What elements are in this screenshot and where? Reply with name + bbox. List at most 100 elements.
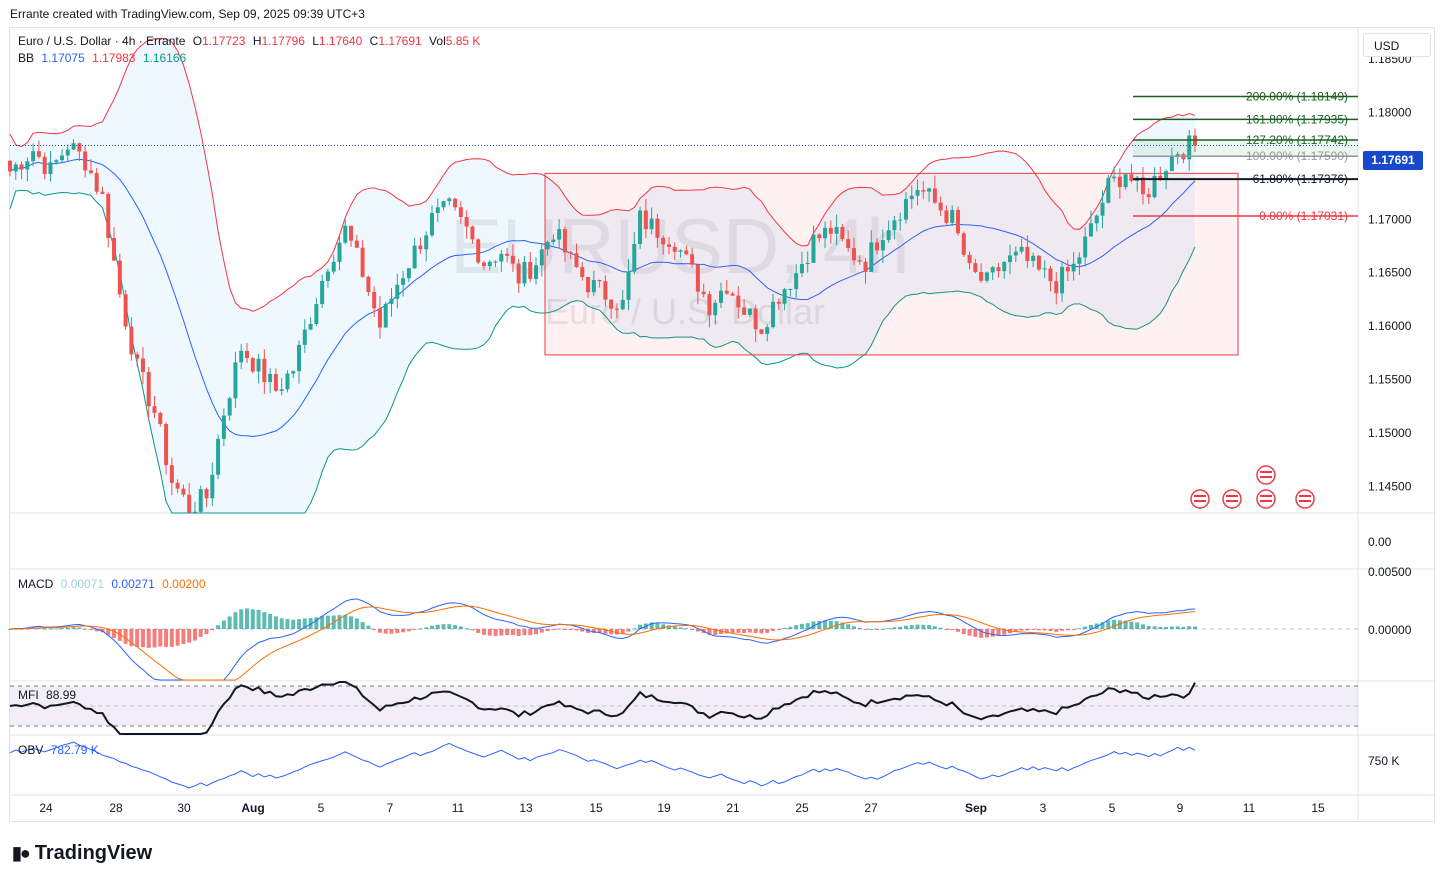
macd-histogram-bar <box>788 626 793 629</box>
macd-histogram-bar <box>869 628 874 630</box>
candle-body <box>782 289 787 304</box>
candle-body <box>36 151 41 157</box>
candle-body <box>586 276 591 293</box>
macd-histogram-bar <box>349 616 354 629</box>
macd-histogram-bar <box>233 612 238 629</box>
currency-selector[interactable]: USD <box>1363 33 1431 57</box>
macd-hist-value: 0.00071 <box>60 577 105 591</box>
symbol-legend[interactable]: Euro / U.S. Dollar · 4h · Errante O1.177… <box>18 34 484 48</box>
candle-body <box>48 162 53 174</box>
macd-histogram-bar <box>308 618 313 629</box>
obv-value: 782.79 K <box>50 743 99 757</box>
macd-histogram-bar <box>291 619 296 629</box>
tradingview-logo[interactable]: ▮● TradingView <box>12 842 152 865</box>
macd-histogram-bar <box>557 628 562 630</box>
candle-body <box>262 358 267 383</box>
candle-body <box>175 482 180 489</box>
candle-body <box>441 201 446 208</box>
candle-body <box>458 207 463 218</box>
macd-histogram-bar <box>1135 622 1140 629</box>
time-tick-label: Sep <box>965 801 987 815</box>
candle-body <box>614 308 619 310</box>
macd-histogram-bar <box>886 628 891 630</box>
us-flag-icon <box>1256 465 1276 485</box>
macd-histogram-bar <box>175 629 180 646</box>
candle-body <box>557 229 562 240</box>
macd-histogram-bar <box>568 629 573 630</box>
macd-histogram-bar <box>1036 629 1041 631</box>
candle-body <box>903 199 908 220</box>
candle-body <box>100 191 105 194</box>
macd-histogram-bar <box>453 624 458 629</box>
candle-body <box>152 406 157 413</box>
candle-body <box>973 263 978 273</box>
macd-tick-label: 0.00500 <box>1368 565 1412 579</box>
macd-histogram-bar <box>927 625 932 629</box>
volume-tick-label: 0.00 <box>1368 535 1392 549</box>
candle-body <box>1054 281 1059 294</box>
macd-histogram-bar <box>273 616 278 629</box>
candle-body <box>880 240 885 251</box>
candle-body <box>1083 236 1088 258</box>
candle-body <box>349 225 354 241</box>
candle-body <box>1094 215 1099 224</box>
macd-histogram-bar <box>83 628 88 630</box>
macd-histogram-bar <box>747 629 752 633</box>
obv-legend[interactable]: OBV 782.79 K <box>18 743 103 757</box>
candle-body <box>123 294 128 327</box>
candle-body <box>343 225 348 243</box>
candle-body <box>551 239 556 243</box>
macd-histogram-bar <box>268 613 273 629</box>
macd-histogram-bar <box>695 629 700 632</box>
candle-body <box>1175 154 1180 157</box>
macd-histogram-bar <box>245 608 249 629</box>
time-tick-label: 24 <box>39 801 53 815</box>
candle-body <box>418 245 423 250</box>
candle-body <box>192 511 197 513</box>
macd-histogram-bar <box>140 629 145 648</box>
candle-body <box>672 246 677 252</box>
macd-histogram-bar <box>441 624 446 629</box>
bb-legend[interactable]: BB 1.17075 1.17983 1.16166 <box>18 51 190 65</box>
ohlc-c-label: C <box>369 34 379 48</box>
watermark-symbol: EURUSD, 4h <box>450 202 909 290</box>
macd-histogram-bar <box>499 629 504 636</box>
mfi-legend[interactable]: MFI 88.99 <box>18 688 80 702</box>
candle-body <box>1140 177 1145 195</box>
candle-body <box>846 239 851 249</box>
macd-histogram-bar <box>707 629 712 635</box>
time-tick-label: 27 <box>864 801 878 815</box>
macd-histogram-bar <box>996 629 1001 636</box>
candle-body <box>1060 266 1065 294</box>
volume-label: Vol <box>429 34 446 48</box>
macd-histogram-bar <box>1077 628 1082 630</box>
candle-body <box>435 207 440 213</box>
candle-body <box>42 156 47 174</box>
macd-histogram-bar <box>863 629 868 630</box>
obv-label: OBV <box>18 743 44 757</box>
candle-body <box>828 227 833 234</box>
candle-body <box>314 304 319 324</box>
candle-body <box>794 273 799 289</box>
macd-histogram-bar <box>1193 626 1197 629</box>
candle-body <box>106 193 111 238</box>
price-tick-label: 1.17000 <box>1368 212 1412 226</box>
fib-level-label: 61.80% (1.17376) <box>1253 172 1348 186</box>
candle-body <box>239 350 244 363</box>
macd-histogram-bar <box>302 618 307 629</box>
candle-body <box>1164 171 1169 179</box>
watermark-name: Euro / U.S. Dollar <box>545 291 825 332</box>
candle-body <box>25 161 30 170</box>
candle-body <box>320 280 325 305</box>
flag-stripe <box>1260 495 1272 497</box>
macd-histogram-bar <box>1158 626 1163 629</box>
macd-histogram-bar <box>458 626 463 629</box>
macd-legend[interactable]: MACD 0.00071 0.00271 0.00200 <box>18 577 210 591</box>
candle-body <box>1117 176 1122 188</box>
macd-histogram-bar <box>759 629 764 634</box>
macd-histogram-bar <box>470 629 475 631</box>
macd-histogram-bar <box>366 625 371 629</box>
candle-body <box>522 261 527 284</box>
candle-body <box>129 326 134 355</box>
